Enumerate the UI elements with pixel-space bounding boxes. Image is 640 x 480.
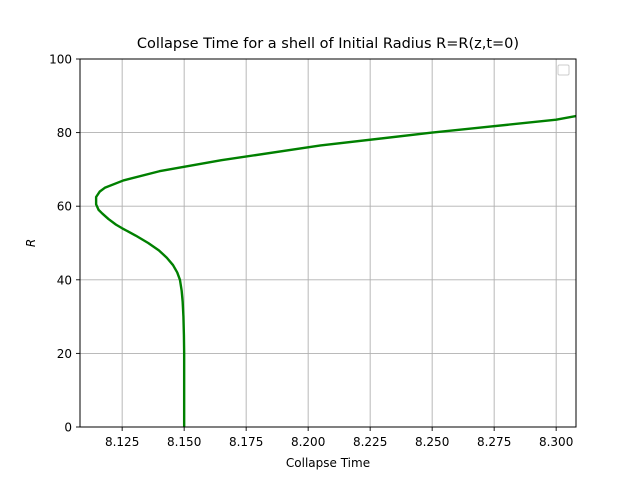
x-tick-label: 8.300 bbox=[539, 435, 573, 449]
y-tick-label: 20 bbox=[57, 347, 72, 361]
y-tick-label: 60 bbox=[57, 200, 72, 214]
series-line-0 bbox=[94, 114, 576, 427]
ticks: 8.125 8.150 8.175 8.200 8.225 8.250 8.275 8.300… bbox=[49, 53, 573, 450]
x-axis-label: Collapse Time bbox=[286, 456, 370, 470]
y-tick-label: 0 bbox=[64, 421, 72, 435]
legend-box bbox=[557, 64, 570, 76]
y-axis-label: R bbox=[24, 239, 38, 247]
y-tick-label: 40 bbox=[57, 273, 72, 287]
series-group bbox=[94, 114, 576, 427]
x-tick-label: 8.150 bbox=[167, 435, 201, 449]
y-tick-label: 80 bbox=[57, 126, 72, 140]
plot-frame bbox=[79, 58, 577, 428]
x-tick-label: 8.125 bbox=[105, 435, 139, 449]
x-tick-label: 8.225 bbox=[353, 435, 387, 449]
chart-title: Collapse Time for a shell of Initial Rad… bbox=[137, 36, 519, 52]
x-tick-label: 8.275 bbox=[477, 435, 511, 449]
y-tick-label: 100 bbox=[49, 53, 72, 67]
x-tick-label: 8.250 bbox=[415, 435, 449, 449]
x-tick-label: 8.175 bbox=[229, 435, 263, 449]
x-tick-label: 8.200 bbox=[291, 435, 325, 449]
